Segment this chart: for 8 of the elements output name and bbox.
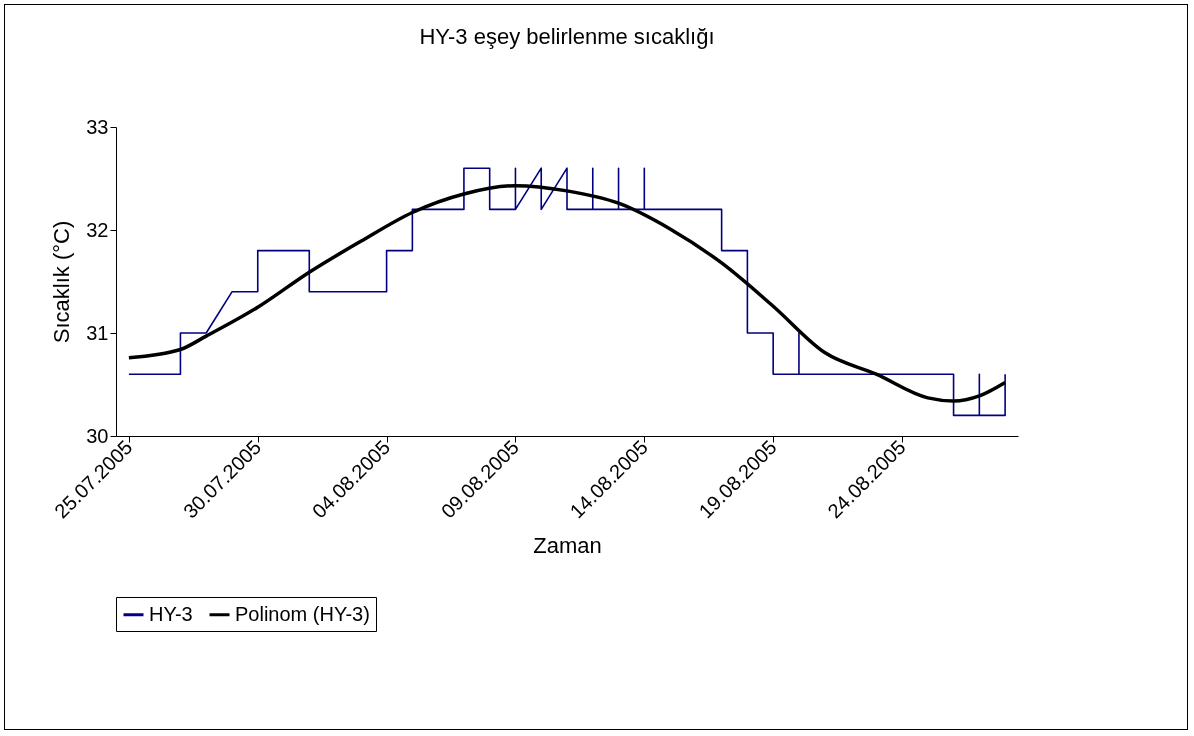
chart-title: HY-3 eşey belirlenme sıcaklığı: [419, 24, 715, 49]
x-axis-title: Zaman: [533, 533, 602, 559]
legend-label: Polinom (HY-3): [235, 602, 370, 625]
legend-label: HY-3: [149, 602, 193, 625]
y-axis-title: Sıcaklık (°C): [49, 220, 75, 344]
y-tick-label: 33: [86, 115, 109, 138]
y-tick-label: 32: [86, 218, 109, 241]
y-tick-label: 31: [86, 321, 109, 344]
